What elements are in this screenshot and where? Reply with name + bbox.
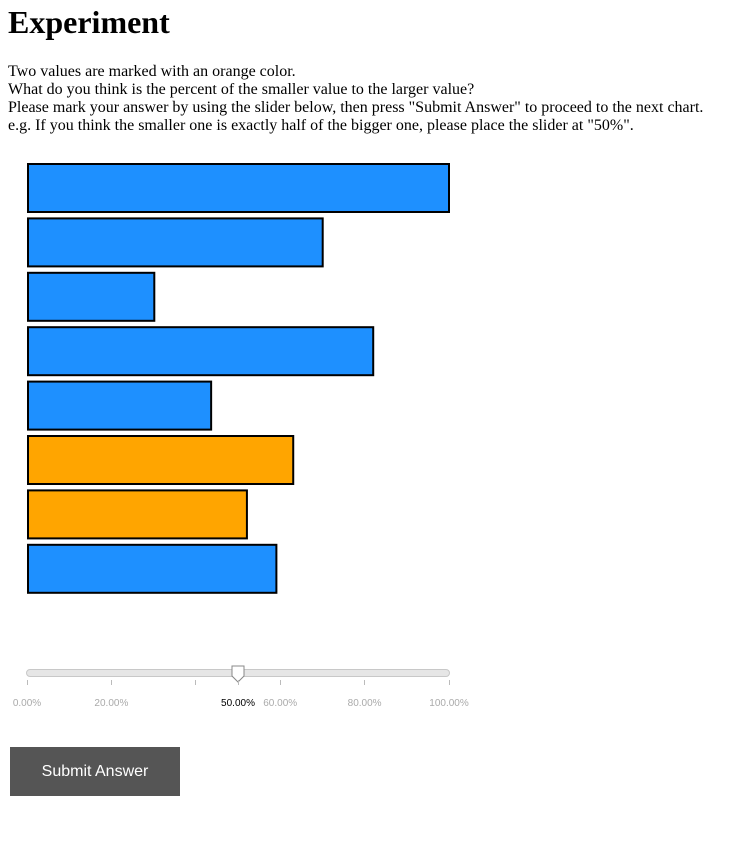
slider-tick-label: 20.00% [94, 698, 129, 709]
slider-tick-mark [364, 680, 366, 685]
slider-tick-mark [448, 680, 450, 685]
page-title: Experiment [8, 4, 170, 40]
slider-tick-mark [26, 680, 28, 685]
bar [27, 326, 375, 377]
instruction-line: Two values are marked with an orange col… [8, 63, 296, 80]
bar [27, 380, 213, 431]
slider-tick-mark [279, 680, 281, 685]
slider-tick-mark [237, 680, 239, 685]
instructions: Two values are marked with an orange col… [8, 63, 703, 135]
slider-tick-label: 80.00% [347, 698, 382, 709]
bar [27, 271, 156, 322]
highlighted-bar [27, 435, 295, 485]
instruction-line: Please mark your answer by using the sli… [8, 99, 704, 116]
bar [27, 163, 450, 213]
highlighted-bar [27, 489, 248, 540]
instruction-line: What do you think is the percent of the … [8, 81, 475, 98]
percent-slider[interactable] [26, 665, 450, 683]
slider-tick-mark [195, 680, 197, 685]
submit-answer-button[interactable]: Submit Answer [10, 747, 180, 796]
slider-tick-label: 60.00% [263, 698, 298, 709]
bar-chart [27, 163, 450, 594]
slider-tick-label: 50.00% [221, 698, 255, 709]
slider-tick-label: 100.00% [429, 698, 469, 709]
slider-handle[interactable] [231, 665, 245, 683]
bar [27, 543, 278, 594]
slider-tick-mark [110, 680, 112, 685]
instruction-line: e.g. If you think the smaller one is exa… [8, 117, 634, 134]
bar [27, 217, 324, 268]
slider-tick-label: 0.00% [12, 698, 42, 709]
